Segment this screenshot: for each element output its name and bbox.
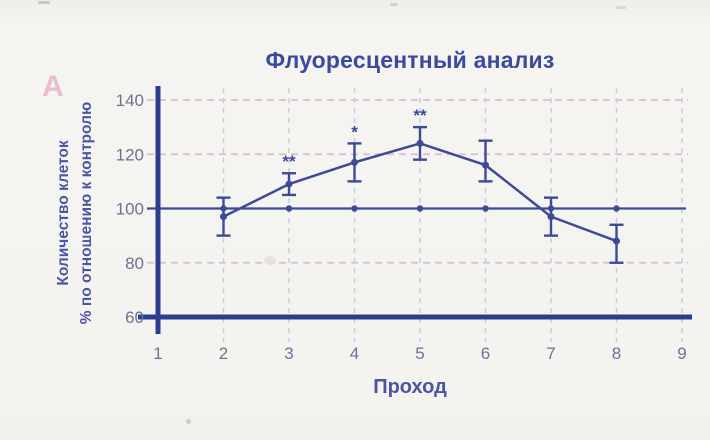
- x-tick-label: 8: [612, 344, 621, 363]
- y-tick-label: 80: [125, 254, 144, 273]
- scan-artifact-speck: [38, 1, 50, 4]
- y-tick-label: 140: [116, 91, 144, 110]
- x-tick-label: 2: [219, 344, 228, 363]
- data-point: [351, 158, 358, 166]
- scan-artifact-speck: [616, 6, 626, 9]
- data-point: [482, 161, 489, 169]
- y-tick-label: 120: [116, 145, 144, 164]
- x-tick-label: 5: [415, 344, 424, 363]
- x-tick-label: 6: [481, 344, 490, 363]
- x-tick-label: 9: [677, 344, 686, 363]
- y-tick-label: 100: [116, 200, 144, 219]
- control-point: [351, 205, 358, 212]
- scan-artifact-speck: [186, 419, 191, 424]
- y-tick-label: 60: [125, 308, 144, 327]
- significance-marker: **: [282, 152, 296, 171]
- control-point: [482, 205, 489, 212]
- significance-marker: **: [413, 106, 427, 125]
- x-tick-label: 7: [546, 344, 555, 363]
- data-point: [547, 213, 555, 221]
- significance-marker: *: [351, 122, 358, 141]
- chart-title: Флуоресцентный анализ: [265, 47, 555, 73]
- x-tick-label: 4: [350, 344, 359, 363]
- control-point: [613, 205, 620, 212]
- control-point: [416, 205, 424, 212]
- data-point: [416, 139, 424, 147]
- data-point: [613, 237, 620, 245]
- x-tick-label: 1: [153, 344, 162, 363]
- data-point: [285, 180, 293, 188]
- scan-artifact-speck: [390, 3, 398, 6]
- panel-letter: A: [42, 70, 64, 103]
- scan-artifact-speck: [264, 256, 276, 265]
- x-axis-label: Проход: [373, 376, 447, 398]
- control-point: [285, 205, 293, 212]
- data-point: [220, 213, 227, 221]
- x-tick-label: 3: [284, 344, 293, 363]
